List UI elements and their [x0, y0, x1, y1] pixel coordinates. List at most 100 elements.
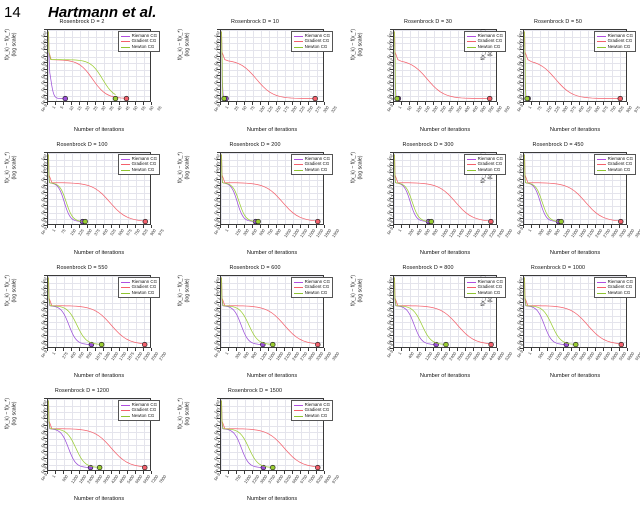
grid-line-horizontal [221, 30, 323, 31]
grid-line-vertical [309, 276, 310, 347]
grid-line-horizontal [394, 30, 496, 31]
x-tick-label: 1 [50, 228, 57, 233]
plot-legend: Riemann CG Gradient CG Newton CG [118, 31, 160, 52]
x-tick-label: 9750 [330, 474, 341, 485]
end-marker-newton-cg [96, 464, 103, 470]
grid-line-horizontal [221, 412, 323, 413]
x-tick-label: 300 [241, 228, 250, 237]
grid-line-vertical [136, 30, 137, 101]
y-axis-ticks [520, 275, 523, 349]
curve-layer [48, 400, 148, 470]
x-tick-label: 5000 [609, 351, 620, 362]
grid-line-vertical [144, 30, 145, 101]
y-axis-ticks [217, 275, 220, 349]
grid-line-horizontal [221, 36, 323, 38]
grid-line-vertical [253, 30, 254, 101]
curve-riemann-cg [221, 400, 264, 468]
x-tick-label: 500 [536, 351, 545, 360]
grid-line-vertical [80, 153, 81, 224]
x-tick-label: 7800 [157, 474, 168, 485]
x-axis-ticks [47, 102, 152, 105]
legend-item: Riemann CG [467, 33, 503, 39]
x-tick-label: 50 [131, 105, 139, 112]
grid-line-horizontal [48, 418, 150, 420]
plot-panel: Rosenbrock D = 600 f(x_k) − f(x_*) (log sc… [175, 264, 341, 387]
grid-line-vertical [104, 153, 105, 224]
grid-line-vertical [88, 399, 89, 470]
grid-line-horizontal [221, 186, 323, 187]
legend-item: Riemann CG [121, 279, 157, 285]
grid-line-vertical [564, 153, 565, 224]
x-tick-label: 600 [257, 228, 266, 237]
grid-line-horizontal [48, 69, 150, 71]
x-tick-label: 450 [576, 105, 585, 114]
y-axis-ticks [217, 29, 220, 103]
grid-line-vertical [426, 30, 427, 101]
grid-line-vertical [285, 399, 286, 470]
legend-color-swatch [467, 287, 477, 288]
x-tick-label: 1 [50, 351, 57, 356]
x-tick-label: 3750 [266, 474, 277, 485]
grid-line-vertical [394, 30, 395, 101]
x-tick-label: 450 [68, 351, 77, 360]
legend-color-swatch [121, 46, 131, 48]
legend-item: Newton CG [467, 44, 503, 50]
x-tick-label: 1 [223, 228, 230, 233]
grid-line-vertical [620, 276, 621, 347]
y-axis-ticks [44, 152, 47, 226]
legend-color-swatch [597, 164, 607, 165]
grid-line-vertical [245, 153, 246, 224]
grid-line-horizontal [221, 56, 323, 58]
grid-line-vertical [482, 30, 483, 101]
grid-line-vertical [285, 153, 286, 224]
grid-line-horizontal [524, 282, 626, 284]
grid-line-vertical [112, 276, 113, 347]
x-axis-ticks [47, 225, 152, 228]
grid-line-vertical [221, 276, 222, 347]
plot-title: Rosenbrock D = 1200 [54, 388, 110, 394]
grid-line-vertical [532, 153, 533, 224]
grid-line-horizontal [221, 69, 323, 71]
grid-line-vertical [482, 276, 483, 347]
x-tick-label: 1800 [577, 228, 588, 239]
grid-line-vertical [48, 153, 49, 224]
curve-gradient-cg [221, 400, 318, 468]
grid-line-vertical [620, 30, 621, 101]
rosenbrock-convergence-figure-grid: Rosenbrock D = 2 f(x_k) − f(x_*) (log scal… [0, 18, 640, 526]
legend-item: Riemann CG [597, 33, 633, 39]
grid-line-vertical [317, 399, 318, 470]
page-running-header: 14 Hartmann et al. [0, 0, 640, 24]
grid-line-horizontal [48, 30, 150, 31]
grid-line-horizontal [524, 322, 626, 324]
x-axis-label: Number of iterations [246, 496, 298, 502]
grid-line-horizontal [221, 458, 323, 460]
x-tick-label: 2100 [133, 351, 144, 362]
grid-line-horizontal [524, 153, 626, 154]
legend-label: Gradient CG [477, 38, 503, 44]
plot-axes [47, 152, 151, 225]
y-axis-ticks [390, 275, 393, 349]
x-tick-label: 1 [396, 105, 403, 110]
curve-layer [524, 31, 623, 101]
x-tick-label: 7200 [149, 474, 160, 485]
plot-axes [523, 152, 627, 225]
x-tick-label: 1800 [77, 474, 88, 485]
legend-color-swatch [467, 41, 477, 42]
x-tick-label: 275 [313, 105, 322, 114]
grid-line-vertical [418, 153, 419, 224]
grid-line-vertical [269, 153, 270, 224]
y-tick-labels: 1e-91e-81e-71e-61e-51e-41e-31e-21e-11e01… [183, 26, 221, 113]
end-marker-gradient-cg [315, 464, 321, 470]
grid-line-vertical [301, 30, 302, 101]
grid-line-horizontal [48, 315, 150, 317]
grid-line-horizontal [48, 56, 150, 58]
x-tick-label: 1000 [545, 351, 556, 362]
grid-line-vertical [293, 276, 294, 347]
x-tick-label: 225 [76, 228, 85, 237]
running-head-authors: Hartmann et al. [48, 3, 157, 21]
legend-item: Riemann CG [121, 33, 157, 39]
x-tick-label: 1 [396, 351, 403, 356]
legend-color-swatch [467, 35, 477, 37]
curve-layer [394, 154, 494, 224]
grid-line-horizontal [394, 49, 496, 51]
